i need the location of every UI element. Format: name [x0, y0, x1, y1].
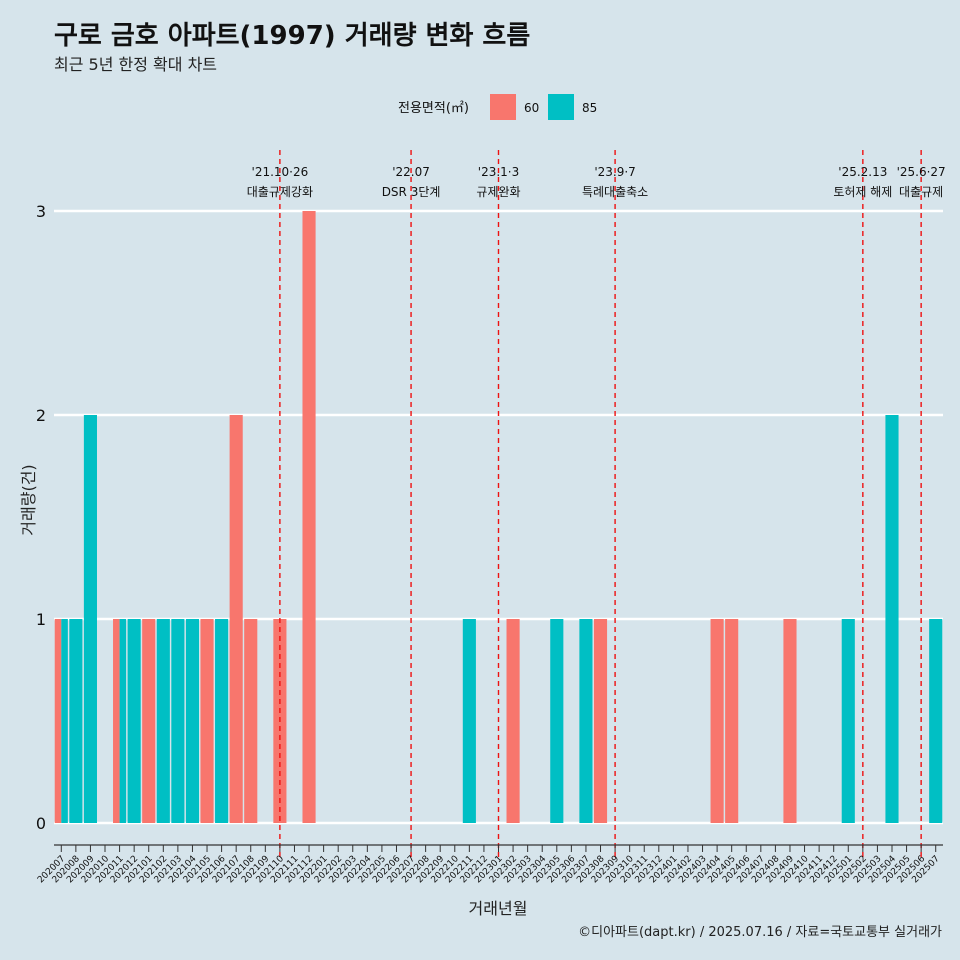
chart-title: 구로 금호 아파트(1997) 거래량 변화 흐름 — [54, 21, 530, 51]
bar-60-202308 — [593, 619, 608, 823]
axis-layer: 0123202007202008202009202010202011202012… — [36, 202, 943, 885]
bar-85-202104 — [185, 619, 200, 823]
caption: ©디아파트(dapt.kr) / 2025.07.16 / 자료=국토교통부 실… — [578, 925, 942, 940]
bar-85-202305 — [550, 619, 564, 823]
event-date-label: '25.6·27 — [897, 165, 946, 179]
bar-60-202105 — [200, 619, 214, 823]
bar-85-202008 — [69, 619, 83, 823]
event-desc-label: 특례대출축소 — [582, 185, 648, 199]
bar-60-202112 — [302, 211, 316, 823]
event-layer: '21.10·26 대출규제강화 '22.07 DSR 3단계 '23.1·3 규제완화 '… — [247, 150, 946, 860]
bar-85-202011 — [119, 619, 127, 823]
bar-60-202011 — [113, 619, 120, 823]
bar-60-202101 — [142, 619, 156, 823]
bar-60-202404 — [710, 619, 724, 823]
bar-60-202107 — [229, 415, 243, 823]
event-date-label: '21.10·26 — [252, 165, 309, 179]
event-desc-label: 대출규제 — [899, 185, 943, 199]
bar-85-202504 — [885, 415, 899, 823]
bar-85-202009 — [83, 415, 97, 823]
event-date-label: '23.9·7 — [594, 165, 635, 179]
legend-swatch-85 — [548, 94, 574, 120]
y-tick-label: 1 — [36, 610, 46, 629]
bar-60-202409 — [783, 619, 797, 823]
bar-layer — [54, 211, 943, 823]
bar-85-202106 — [215, 619, 229, 823]
bar-60-202108 — [244, 619, 258, 823]
event-date-label: '23.1·3 — [478, 165, 519, 179]
y-tick-label: 3 — [36, 202, 46, 221]
event-desc-label: 대출규제강화 — [247, 185, 313, 199]
bar-85-202102 — [156, 619, 170, 823]
chart-subtitle: 최근 5년 한정 확대 차트 — [54, 55, 217, 74]
y-tick-label: 2 — [36, 406, 46, 425]
event-date-label: '25.2.13 — [838, 165, 887, 179]
bar-85-202012 — [127, 619, 141, 823]
legend-swatch-60 — [490, 94, 516, 120]
legend-title: 전용면적(㎡) — [398, 101, 469, 116]
legend-label-85: 85 — [582, 101, 597, 115]
bar-85-202007 — [61, 619, 68, 823]
event-desc-label: DSR 3단계 — [382, 185, 441, 199]
event-desc-label: 규제완화 — [476, 185, 520, 199]
bar-60-202007 — [54, 619, 62, 823]
y-tick-label: 0 — [36, 814, 46, 833]
bar-85-202103 — [171, 619, 185, 823]
bar-60-202405 — [725, 619, 739, 823]
bar-60-202302 — [506, 619, 520, 823]
bar-85-202501 — [841, 619, 855, 823]
bar-85-202507 — [929, 619, 943, 823]
event-date-label: '22.07 — [392, 165, 430, 179]
x-axis-title: 거래년월 — [469, 899, 528, 918]
bar-85-202307 — [579, 619, 593, 823]
event-desc-label: 토허제 해제 — [833, 185, 892, 199]
y-axis-title: 거래량(건) — [19, 464, 38, 535]
legend-label-60: 60 — [524, 101, 539, 115]
bar-85-202211 — [462, 619, 476, 823]
legend: 전용면적(㎡) 60 85 — [398, 94, 597, 120]
